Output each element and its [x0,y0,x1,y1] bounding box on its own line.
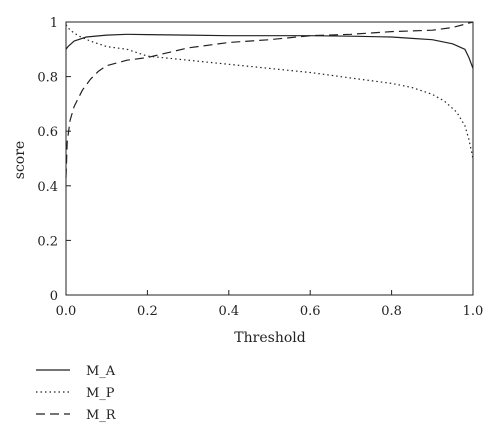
legend-label: M_R [86,408,117,423]
legend-label: M_P [86,386,115,401]
series-line-m-a [65,33,474,69]
x-axis-title: Threshold [234,330,305,346]
legend: M_A M_P M_R [36,364,117,423]
series-lines [65,21,474,178]
y-tick-label: 0.6 [37,125,58,140]
y-tick-label: 1 [50,16,58,31]
x-tick-label: 0.6 [300,304,321,319]
legend-label: M_A [86,364,116,379]
x-tick-label: 0.4 [218,304,239,319]
y-axis-title: score [12,141,28,179]
x-tick-label: 0.0 [56,304,77,319]
y-tick-label: 0 [50,289,58,304]
x-tick-label: 1.0 [463,304,484,319]
y-tick-label: 0.8 [37,71,58,86]
plot-frame [65,21,474,296]
series-line-m-r [65,21,474,178]
x-tick-label: 0.2 [137,304,158,319]
axis-ticks: 0.0 0.2 0.4 0.6 0.8 1.0 0 0.2 0.4 0.6 0.8 1 [37,16,483,319]
x-tick-label: 0.8 [381,304,402,319]
y-tick-label: 0.4 [37,180,58,195]
series-line-m-p [65,24,474,159]
plot-area [65,21,474,296]
y-tick-label: 0.2 [37,234,58,249]
